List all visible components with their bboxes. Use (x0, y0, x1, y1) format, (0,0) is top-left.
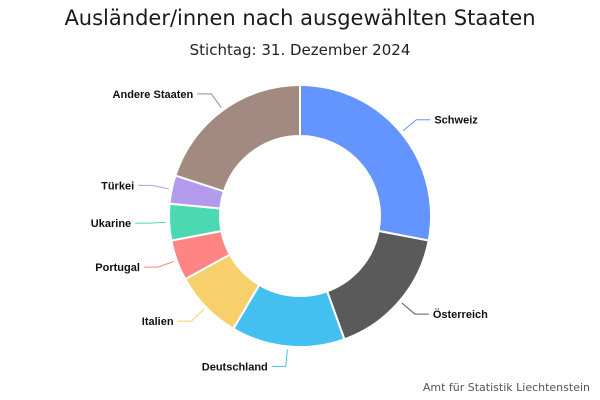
connector-turkei (138, 184, 169, 190)
connector-italien (177, 308, 205, 322)
connector-ukarine (135, 221, 167, 224)
label-turkei: Türkei (101, 180, 134, 192)
label-osterreich: Österreich (433, 308, 488, 321)
slice-schweiz[interactable] (299, 83, 432, 242)
source-note: Amt für Statistik Liechtenstein (422, 381, 590, 394)
connector-andere-staaten (197, 93, 222, 108)
chart-title: Ausländer/innen nach ausgewählten Staate… (64, 6, 536, 30)
label-deutschland: Deutschland (202, 361, 268, 373)
slice-andere-staaten[interactable] (174, 83, 301, 193)
label-ukarine: Ukarine (91, 218, 131, 230)
label-portugal: Portugal (95, 262, 140, 274)
label-italien: Italien (142, 316, 174, 328)
label-andere-staaten: Andere Staaten (113, 89, 194, 101)
slice-osterreich[interactable] (325, 229, 430, 341)
label-schweiz: Schweiz (434, 115, 478, 127)
chart-subtitle: Stichtag: 31. Dezember 2024 (189, 41, 411, 59)
connector-deutschland (271, 349, 288, 367)
connector-portugal (143, 260, 175, 268)
connector-schweiz (402, 119, 431, 131)
connector-osterreich (401, 302, 429, 315)
